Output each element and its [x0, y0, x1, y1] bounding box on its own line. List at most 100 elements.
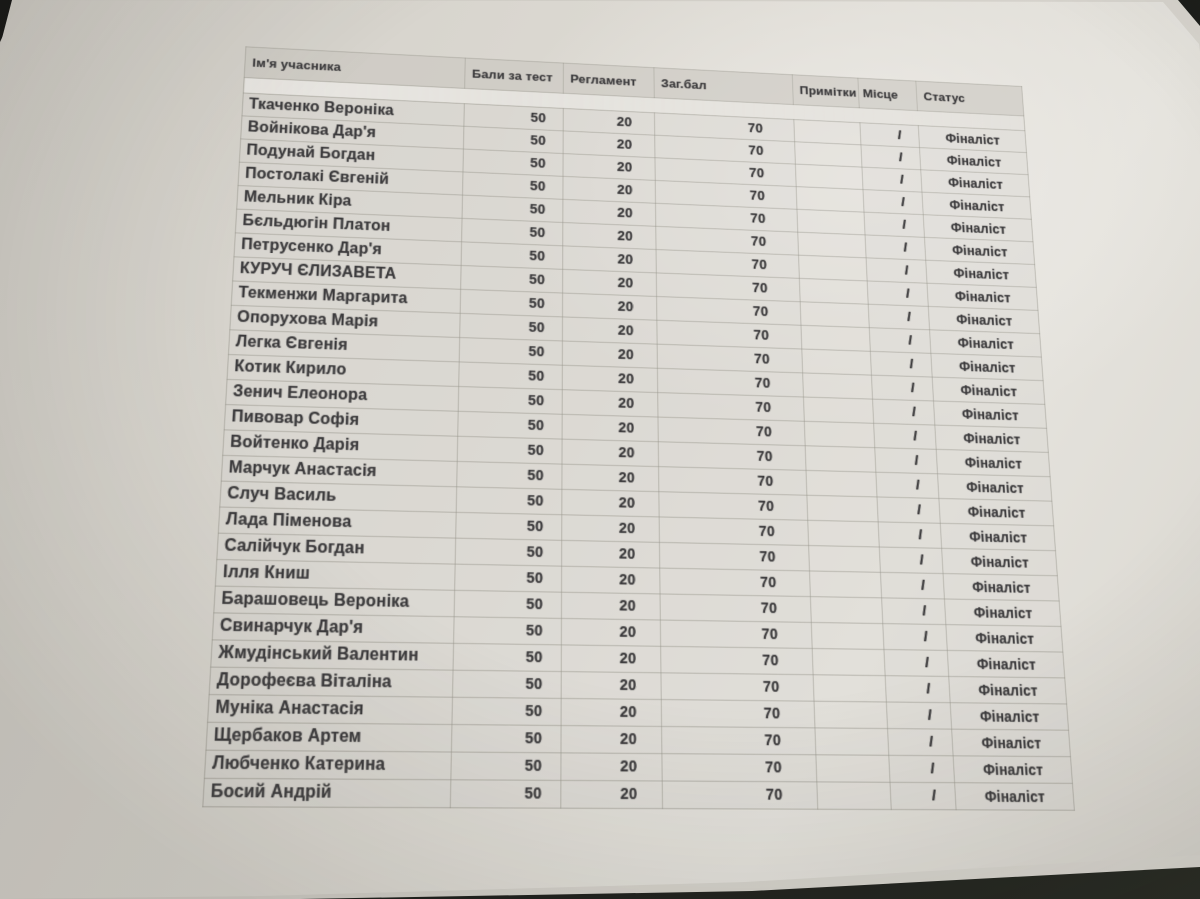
cell-notes — [803, 397, 874, 424]
cell-regulation-score: 20 — [562, 316, 658, 345]
cell-notes — [797, 232, 867, 258]
cell-status: Фіналіст — [941, 548, 1058, 576]
cell-participant-name: Свинарчук Дар'я — [212, 612, 455, 644]
cell-test-score: 50 — [458, 361, 563, 390]
cell-notes — [799, 278, 869, 305]
cell-status: Фіналіст — [932, 377, 1046, 405]
cell-place: І — [887, 728, 954, 756]
cell-total-score: 70 — [661, 699, 815, 728]
cell-status: Фіналіст — [947, 650, 1066, 678]
cell-total-score: 70 — [658, 491, 808, 521]
cell-test-score: 50 — [457, 411, 563, 440]
cell-notes — [816, 781, 892, 810]
cell-place: І — [890, 782, 957, 810]
cell-notes — [800, 325, 871, 352]
cell-notes — [796, 186, 865, 213]
table-perspective-wrap: Ім'я учасника Бали за тест Регламент Заг… — [0, 4, 1200, 899]
cell-test-score: 50 — [453, 643, 562, 672]
cell-regulation-score: 20 — [561, 489, 660, 517]
cell-status: Фіналіст — [936, 449, 1051, 477]
cell-regulation-score: 20 — [561, 540, 660, 569]
cell-total-score: 70 — [659, 568, 811, 597]
cell-notes — [800, 301, 870, 328]
cell-test-score: 50 — [451, 697, 562, 726]
cell-place: І — [876, 472, 940, 499]
cell-place: І — [875, 447, 938, 474]
cell-place: І — [877, 496, 941, 524]
cell-total-score: 70 — [660, 672, 815, 702]
cell-place: І — [866, 257, 928, 284]
cell-regulation-score: 20 — [562, 389, 658, 418]
cell-status: Фіналіст — [950, 702, 1069, 731]
cell-place: І — [865, 234, 926, 261]
results-table: Ім'я учасника Бали за тест Регламент Заг… — [202, 46, 1075, 811]
cell-participant-name: Муніка Анастасія — [207, 694, 453, 725]
cell-regulation-score: 20 — [561, 618, 661, 647]
table-row: Босий Андрій 50 20 70 І Фіналіст — [202, 778, 1075, 811]
cell-place: І — [889, 755, 955, 783]
cell-participant-name: Ілля Книш — [215, 559, 456, 591]
cell-test-score: 50 — [457, 436, 563, 465]
cell-regulation-score: 20 — [562, 245, 657, 273]
cell-place: І — [883, 623, 948, 651]
cell-notes — [806, 495, 879, 522]
cell-regulation-score: 20 — [560, 752, 663, 781]
cell-test-score: 50 — [454, 590, 562, 619]
cell-status: Фіналіст — [935, 425, 1049, 453]
cell-notes — [811, 622, 885, 650]
cell-participant-name: Барашовець Вероніка — [213, 586, 455, 617]
cell-status: Фіналіст — [931, 353, 1044, 381]
cell-test-score: 50 — [459, 313, 563, 341]
header-notes: Примітки — [792, 74, 860, 108]
cell-total-score: 70 — [661, 726, 816, 755]
cell-regulation-score: 20 — [561, 566, 661, 594]
cell-notes — [802, 372, 873, 400]
cell-total-score: 70 — [658, 441, 807, 471]
header-place: Місце — [858, 78, 918, 111]
cell-place: І — [864, 212, 925, 238]
cell-notes — [814, 727, 890, 756]
cell-status: Фіналіст — [939, 498, 1054, 526]
cell-test-score: 50 — [456, 461, 562, 490]
cell-regulation-score: 20 — [561, 439, 659, 467]
cell-notes — [810, 596, 884, 624]
cell-place: І — [871, 375, 934, 401]
cell-participant-name: Босий Андрій — [202, 778, 451, 808]
cell-notes — [801, 349, 872, 376]
cell-notes — [793, 119, 862, 145]
cell-place: І — [881, 597, 947, 625]
cell-test-score: 50 — [454, 564, 562, 593]
cell-participant-name: Любченко Катерина — [204, 750, 452, 780]
cell-place: І — [869, 327, 932, 354]
cell-place: І — [878, 521, 942, 549]
cell-regulation-score: 20 — [561, 698, 662, 727]
cell-participant-name: Дорофеєва Віталіна — [209, 667, 454, 698]
cell-notes — [812, 648, 886, 676]
cell-place: І — [885, 675, 951, 703]
cell-status: Фіналіст — [943, 573, 1060, 601]
cell-test-score: 50 — [459, 337, 563, 366]
cell-test-score: 50 — [452, 670, 562, 699]
cell-notes — [809, 570, 882, 598]
cell-test-score: 50 — [453, 616, 562, 645]
cell-test-score: 50 — [455, 538, 562, 567]
cell-place: І — [879, 547, 944, 574]
cell-notes — [813, 674, 887, 702]
cell-regulation-score: 20 — [562, 365, 658, 393]
cell-total-score: 70 — [660, 646, 814, 675]
cell-place: І — [884, 649, 949, 677]
cell-status: Фіналіст — [940, 523, 1056, 551]
cell-status: Фіналіст — [937, 473, 1053, 502]
cell-notes — [814, 701, 888, 729]
cell-regulation-score: 20 — [561, 592, 661, 621]
cell-place: І — [880, 572, 945, 599]
cell-test-score: 50 — [455, 512, 562, 541]
cell-total-score: 70 — [659, 516, 809, 546]
cell-notes — [798, 255, 868, 281]
cell-status: Фіналіст — [948, 676, 1067, 704]
cell-place: І — [870, 351, 933, 378]
cell-notes — [804, 421, 875, 448]
cell-notes — [807, 520, 880, 548]
